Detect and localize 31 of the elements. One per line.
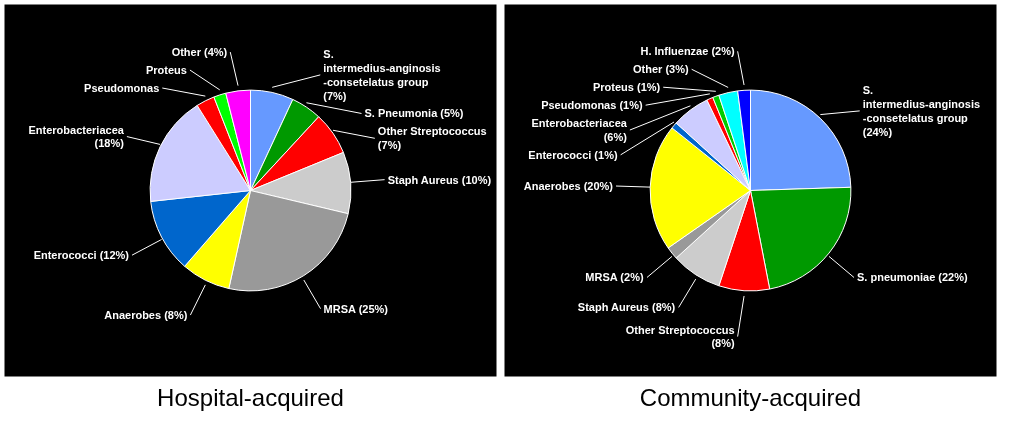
text: Community-acquired <box>639 383 862 411</box>
slice-label: Pseudomonas <box>84 82 160 95</box>
text: Hospital-acquired <box>157 383 344 411</box>
slice-label: Other Streptococcus <box>625 323 735 336</box>
slice-label: Proteus <box>145 64 187 77</box>
data-label: (7%) <box>323 89 347 102</box>
data-label: (6%) <box>603 130 628 143</box>
slice-label: Staph Aureus (8%) <box>577 301 676 314</box>
slice-label: Other Streptococcus <box>377 125 487 138</box>
slice-label: S. intermedius-anginosis -consetelatus group <box>323 48 441 88</box>
slice-label: Pseudomonas (1%) <box>541 99 643 112</box>
slice-label: Other (4%) <box>171 46 228 59</box>
slice-label: S. pneumoniae (22%) <box>857 271 968 284</box>
data-label: (18%) <box>94 137 125 150</box>
slice-label: Enterococci (1%) <box>528 148 618 161</box>
slice-label: MRSA (25%) <box>323 302 389 315</box>
slice-label: Anaerobes (20%) <box>523 180 614 193</box>
data-label: (8%) <box>711 337 735 350</box>
data-label: (24%) <box>862 125 893 138</box>
slice-label: Proteus (1%) <box>592 81 661 94</box>
slice-label: S. intermedius-anginosis -consetelatus group <box>862 84 981 124</box>
slice-label: S. Pneumonia (5%) <box>364 107 464 120</box>
slice-label: Anaerobes (8%) <box>104 309 188 322</box>
slice-label: Other (3%) <box>633 63 689 76</box>
slice-label: Enterobacteriacea <box>531 117 628 130</box>
slice-label: Staph Aureus (10%) <box>387 173 492 186</box>
slice-label: Enterobacteriacea <box>28 123 125 136</box>
slice-label: MRSA (2%) <box>585 271 644 284</box>
data-label: (7%) <box>377 139 402 152</box>
slice-label: Enterococci (12%) <box>33 249 130 262</box>
slice-label: H. Influenzae (2%) <box>640 45 735 58</box>
